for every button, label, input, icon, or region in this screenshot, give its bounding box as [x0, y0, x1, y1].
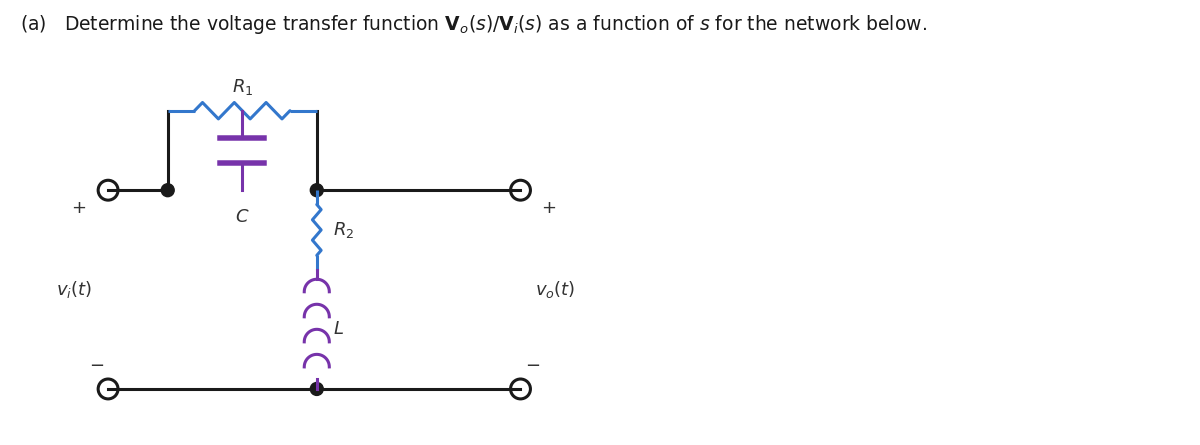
Text: $R_1$: $R_1$ — [232, 77, 253, 97]
Text: $+$: $+$ — [71, 199, 86, 217]
Text: $C$: $C$ — [235, 208, 250, 226]
Text: $-$: $-$ — [89, 355, 103, 373]
Text: $L$: $L$ — [332, 320, 343, 338]
Text: $-$: $-$ — [524, 355, 540, 373]
Text: $R_2$: $R_2$ — [332, 220, 354, 240]
Text: (a)   Determine the voltage transfer function $\mathbf{V}_\mathit{o}(\mathit{s}): (a) Determine the voltage transfer funct… — [20, 13, 928, 36]
Text: $+$: $+$ — [541, 199, 556, 217]
Text: $v_o(t)$: $v_o(t)$ — [535, 279, 576, 300]
Circle shape — [311, 184, 323, 197]
Text: $v_i(t)$: $v_i(t)$ — [56, 279, 92, 300]
Circle shape — [161, 184, 174, 197]
Circle shape — [311, 383, 323, 396]
